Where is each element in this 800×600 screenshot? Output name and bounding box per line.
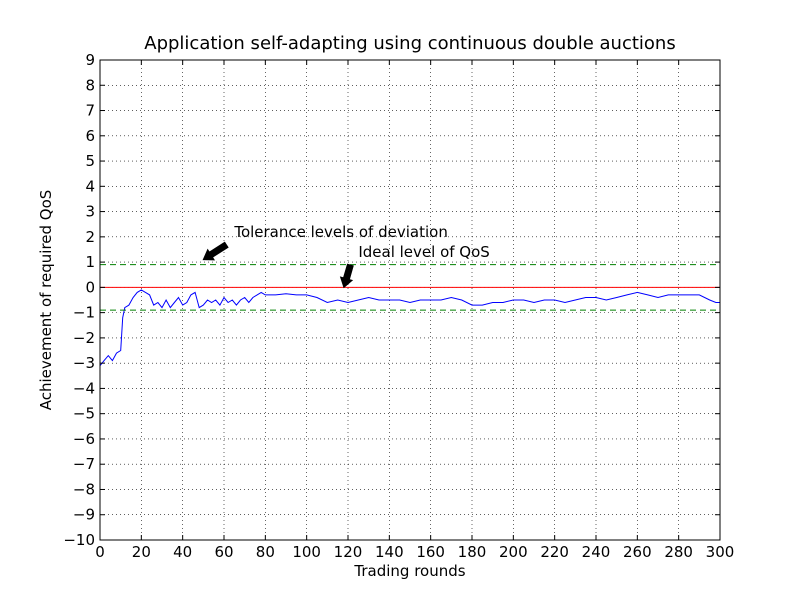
y-tick-label: 6 <box>85 127 95 145</box>
y-tick-label: 4 <box>85 177 95 195</box>
grid <box>99 59 721 541</box>
y-tick-label: 7 <box>85 102 95 120</box>
x-tick-label: 0 <box>95 543 105 561</box>
x-tick-label: 260 <box>623 543 652 561</box>
x-tick-label: 120 <box>334 543 363 561</box>
annotation-label: Tolerance levels of deviation <box>233 223 447 241</box>
y-tick-label: −10 <box>63 531 95 549</box>
x-tick-label: 160 <box>416 543 445 561</box>
x-tick-label: 140 <box>375 543 404 561</box>
x-tick-label: 300 <box>706 543 735 561</box>
chart-title: Application self-adapting using continuo… <box>144 33 675 54</box>
x-tick-label: 40 <box>173 543 192 561</box>
y-tick-label: 9 <box>85 51 95 69</box>
x-tick-label: 200 <box>499 543 528 561</box>
x-tick-label: 280 <box>664 543 693 561</box>
x-tick-label: 80 <box>256 543 275 561</box>
annotation-label: Ideal level of QoS <box>358 243 489 261</box>
x-tick-label: 60 <box>214 543 233 561</box>
series-layer <box>99 264 720 367</box>
x-axis-label: Trading rounds <box>353 562 465 580</box>
y-tick-label: −6 <box>73 430 95 448</box>
y-axis-label: Achievement of required QoS <box>37 190 55 411</box>
x-tick-label: 220 <box>540 543 569 561</box>
y-tick-label: −9 <box>73 506 95 524</box>
y-tick-label: 1 <box>85 253 95 271</box>
y-tick-label: −5 <box>73 405 95 423</box>
series-line <box>99 289 720 367</box>
annotation-arrow <box>202 241 229 261</box>
annotation-arrow <box>339 263 354 289</box>
x-tick-label: 20 <box>132 543 151 561</box>
y-tick-label: −1 <box>73 304 95 322</box>
y-tick-label: −4 <box>73 379 95 397</box>
x-tick-label: 100 <box>292 543 321 561</box>
y-tick-label: 3 <box>85 203 95 221</box>
x-tick-label: 240 <box>582 543 611 561</box>
y-tick-label: −8 <box>73 480 95 498</box>
x-tick-label: 180 <box>458 543 487 561</box>
y-tick-label: 0 <box>85 278 95 296</box>
y-tick-label: 2 <box>85 228 95 246</box>
y-tick-label: −3 <box>73 354 95 372</box>
y-tick-label: 8 <box>85 76 95 94</box>
y-tick-label: −7 <box>73 455 95 473</box>
y-tick-label: −2 <box>73 329 95 347</box>
plot-frame <box>99 59 721 541</box>
y-tick-label: 5 <box>85 152 95 170</box>
ticks: 0 20 40 60 80 100 120 140 160 180 200 220 240 260 280 3… <box>63 51 734 561</box>
annotations: Tolerance levels of deviation Ideal level… <box>202 223 490 289</box>
